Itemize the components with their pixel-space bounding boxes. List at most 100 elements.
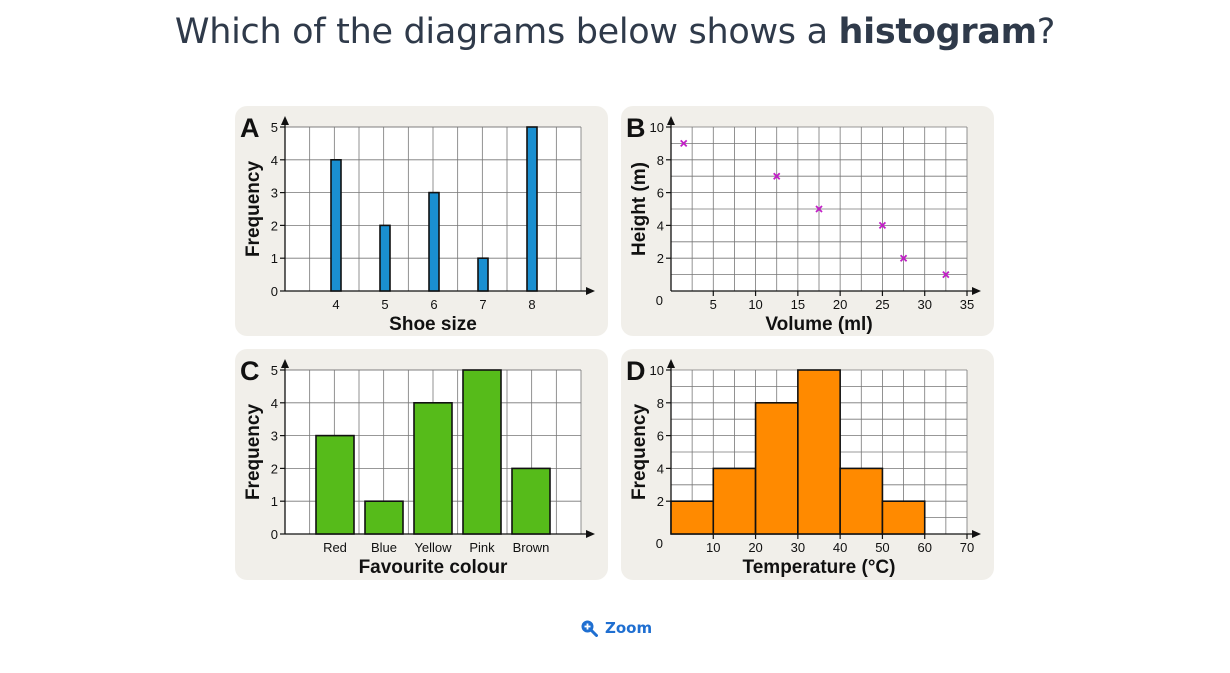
bar-red — [315, 434, 355, 535]
y-tick-label: 1 — [271, 494, 278, 509]
x-axis-arrow — [586, 530, 595, 538]
x-tick-label: 50 — [875, 540, 889, 555]
y-tick-label: 0 — [271, 284, 278, 299]
scatter-point — [680, 139, 688, 148]
y-tick-label: 8 — [657, 153, 664, 168]
histogram-bar — [797, 369, 841, 535]
x-tick-label: 25 — [875, 297, 889, 312]
x-axis-arrow — [586, 287, 595, 295]
diagram-d-panel: 10 20 30 40 50 60 70 2 4 6 8 10 0 D Temperature (°C) Fr… — [621, 349, 994, 580]
x-axis-arrow — [972, 287, 981, 295]
question-title: Which of the diagrams below shows a hist… — [0, 12, 1230, 52]
y-tick-label: 0 — [271, 527, 278, 542]
y-tick-label: 2 — [657, 251, 664, 266]
y-tick-label: 5 — [271, 120, 278, 135]
bar-5 — [379, 224, 391, 292]
chart-letter: B — [626, 113, 646, 143]
y-tick-label: 2 — [657, 494, 664, 509]
x-tick-label: 7 — [479, 297, 486, 312]
zoom-in-icon — [581, 620, 598, 637]
y-tick-label: 1 — [271, 251, 278, 266]
y-axis-label: Frequency — [243, 161, 264, 258]
chart-letter: D — [626, 356, 646, 386]
y-tick-label: 4 — [271, 396, 278, 411]
x-tick-label: 10 — [706, 540, 720, 555]
question-text-bold: histogram — [838, 12, 1038, 52]
question-text-pre: Which of the diagrams below shows a — [174, 12, 839, 52]
y-axis-label: Frequency — [243, 404, 264, 501]
y-axis-arrow — [281, 359, 289, 368]
chart-letter: C — [240, 356, 260, 386]
bar-pink — [462, 369, 502, 535]
y-axis-arrow — [281, 116, 289, 125]
scatter-point — [878, 221, 887, 230]
x-tick-label: 5 — [710, 297, 717, 312]
diagram-c-panel: 0 1 2 3 4 5 Red Blue Yellow Pink Brown C Favourite c… — [235, 349, 608, 580]
bar-yellow — [413, 401, 453, 535]
bar-4 — [330, 158, 342, 292]
y-tick-label: 6 — [657, 429, 664, 444]
y-tick-label: 4 — [657, 461, 664, 476]
x-tick-label: 6 — [430, 297, 437, 312]
y-tick-label: 2 — [271, 461, 278, 476]
y-tick-label: 10 — [650, 363, 664, 378]
x-tick-label: Pink — [469, 540, 495, 555]
scatter-point — [942, 270, 950, 279]
origin-label: 0 — [656, 293, 663, 308]
origin-label: 0 — [656, 536, 663, 551]
zoom-button[interactable]: Zoom — [580, 619, 652, 637]
x-tick-label: Blue — [371, 540, 397, 555]
x-tick-label: 20 — [833, 297, 847, 312]
x-tick-label: Red — [323, 540, 347, 555]
x-tick-label: 30 — [791, 540, 805, 555]
y-tick-label: 2 — [271, 218, 278, 233]
x-tick-label: 70 — [960, 540, 974, 555]
histogram-bar — [754, 401, 799, 535]
diagram-c-chart: 0 1 2 3 4 5 Red Blue Yellow Pink Brown C Favourite c… — [240, 356, 595, 578]
x-tick-label: 8 — [528, 297, 535, 312]
x-tick-label: 35 — [960, 297, 974, 312]
diagram-b-chart: 5 10 15 20 25 30 35 2 4 6 8 10 0 B Volume (ml) Height (… — [626, 113, 981, 335]
question-text-post: ? — [1036, 12, 1056, 52]
diagram-a-panel: 0 1 2 3 4 5 4 5 6 7 8 A Shoe size Frequency — [235, 106, 608, 336]
x-tick-label: 4 — [332, 297, 339, 312]
x-tick-label: 30 — [917, 297, 931, 312]
y-tick-label: 8 — [657, 396, 664, 411]
y-tick-label: 6 — [657, 186, 664, 201]
y-tick-label: 3 — [271, 186, 278, 201]
scatter-point — [899, 254, 908, 262]
histogram-bar — [881, 500, 926, 535]
bar-8 — [526, 126, 538, 292]
x-tick-label: 5 — [381, 297, 388, 312]
bar-brown — [511, 467, 551, 535]
diagram-a-chart: 0 1 2 3 4 5 4 5 6 7 8 A Shoe size Frequency — [240, 113, 595, 335]
scatter-point — [773, 172, 781, 180]
x-tick-label: Yellow — [414, 540, 452, 555]
x-axis-label: Volume (ml) — [765, 314, 872, 335]
x-tick-label: 20 — [748, 540, 762, 555]
bar-7 — [477, 257, 489, 292]
diagram-d-chart: 10 20 30 40 50 60 70 2 4 6 8 10 0 D Temperature (°C) Fr… — [626, 356, 981, 578]
x-axis-label: Shoe size — [389, 314, 477, 335]
x-axis-label: Favourite colour — [359, 557, 508, 578]
histogram-bar — [712, 467, 757, 535]
x-axis-label: Temperature (°C) — [743, 557, 896, 578]
zoom-label: Zoom — [605, 619, 653, 637]
diagram-b-panel: 5 10 15 20 25 30 35 2 4 6 8 10 0 B Volume (ml) Height (… — [621, 106, 994, 336]
chart-letter: A — [240, 113, 260, 143]
x-tick-label: Brown — [513, 540, 550, 555]
y-axis-label: Height (m) — [629, 162, 650, 256]
y-axis-arrow — [667, 359, 675, 368]
x-tick-label: 40 — [833, 540, 847, 555]
y-axis-label: Frequency — [629, 404, 650, 501]
x-tick-label: 60 — [917, 540, 931, 555]
y-tick-label: 5 — [271, 363, 278, 378]
scatter-point — [815, 205, 823, 213]
histogram-bar — [670, 500, 715, 535]
y-tick-label: 4 — [657, 218, 664, 233]
y-tick-label: 3 — [271, 429, 278, 444]
y-tick-label: 4 — [271, 153, 278, 168]
x-tick-label: 15 — [791, 297, 805, 312]
bar-6 — [428, 191, 440, 292]
bar-blue — [364, 500, 404, 535]
